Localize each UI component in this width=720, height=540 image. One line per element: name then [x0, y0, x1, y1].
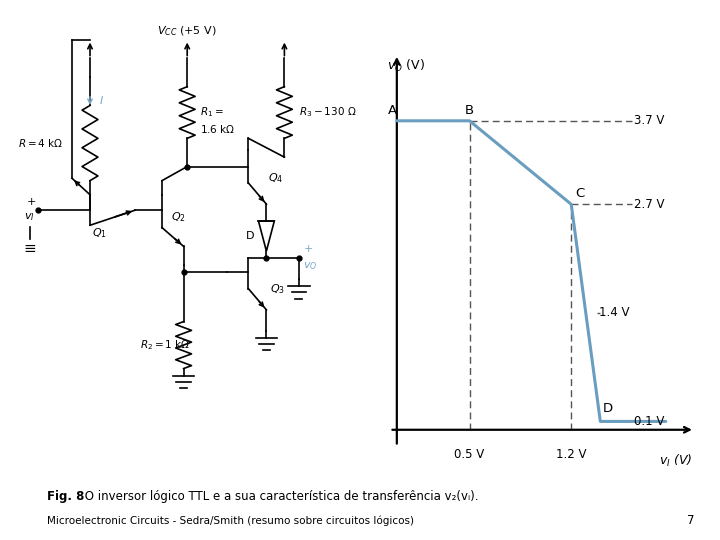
Text: $v_O$: $v_O$ — [303, 260, 318, 272]
Text: +: + — [27, 197, 37, 207]
Text: $v_O$ (V): $v_O$ (V) — [387, 58, 425, 75]
Text: D: D — [603, 402, 613, 415]
Text: $\equiv$: $\equiv$ — [22, 240, 37, 255]
Text: +: + — [304, 244, 314, 254]
Text: $1.6\ \mathrm{k\Omega}$: $1.6\ \mathrm{k\Omega}$ — [199, 123, 235, 135]
Text: $Q_1$: $Q_1$ — [91, 226, 107, 240]
Text: $Q_2$: $Q_2$ — [171, 211, 186, 224]
Text: C: C — [575, 187, 585, 200]
Text: D: D — [246, 231, 254, 241]
Text: $R_2 = 1\ \mathrm{k\Omega}$: $R_2 = 1\ \mathrm{k\Omega}$ — [140, 338, 191, 352]
Text: 1.4 V: 1.4 V — [599, 306, 629, 319]
Text: 0.5 V: 0.5 V — [454, 448, 485, 461]
Text: $v_I$: $v_I$ — [24, 211, 35, 223]
Text: $v_I$ (V): $v_I$ (V) — [659, 453, 692, 469]
Text: $Q_4$: $Q_4$ — [268, 171, 284, 185]
Text: O inversor lógico TTL e a sua característica de transferência v₂(vᵢ).: O inversor lógico TTL e a sua caracterís… — [81, 490, 479, 503]
Text: 2.7 V: 2.7 V — [634, 198, 665, 211]
Text: Fig. 8: Fig. 8 — [47, 490, 84, 503]
Text: 0.1 V: 0.1 V — [634, 415, 664, 428]
Text: $R = 4\ \mathrm{k\Omega}$: $R = 4\ \mathrm{k\Omega}$ — [18, 137, 63, 149]
Text: A: A — [387, 104, 397, 117]
Text: $V_{CC}$ (+5 V): $V_{CC}$ (+5 V) — [158, 25, 217, 38]
Text: $R_3 - 130\ \Omega$: $R_3 - 130\ \Omega$ — [299, 106, 356, 119]
Text: 1.2 V: 1.2 V — [556, 448, 587, 461]
Text: 3.7 V: 3.7 V — [634, 114, 664, 127]
Text: Microelectronic Circuits - Sedra/Smith (resumo sobre circuitos lógicos): Microelectronic Circuits - Sedra/Smith (… — [47, 516, 414, 526]
Text: $I$: $I$ — [99, 94, 104, 106]
Text: 7: 7 — [688, 514, 695, 526]
Text: $Q_3$: $Q_3$ — [270, 282, 285, 295]
Text: B: B — [465, 104, 474, 117]
Text: $R_1 =$: $R_1 =$ — [199, 106, 223, 119]
